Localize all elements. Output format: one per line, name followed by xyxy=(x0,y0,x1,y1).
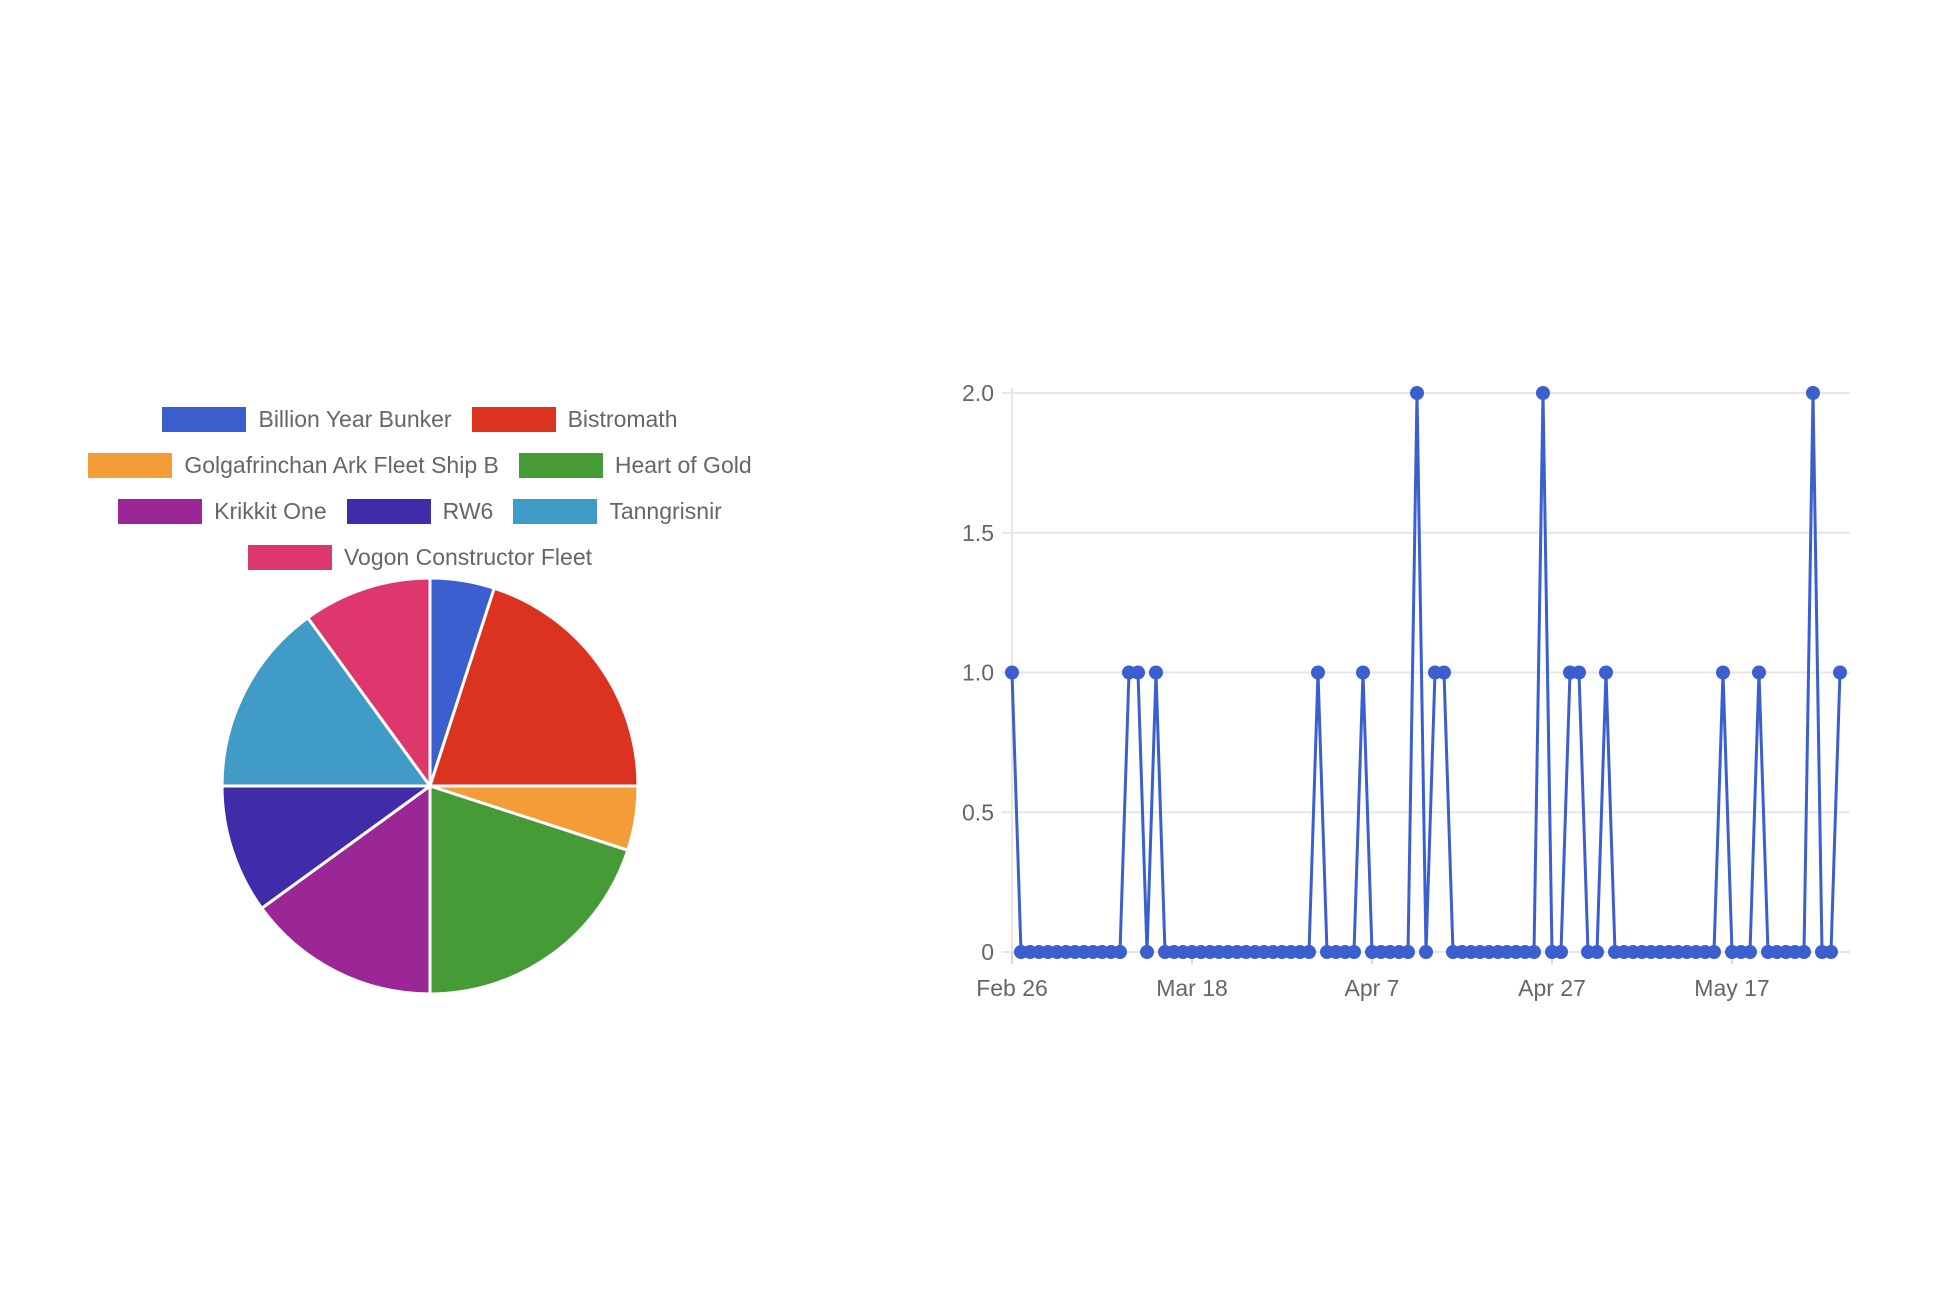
data-point[interactable] xyxy=(1707,945,1721,959)
x-tick-label: Apr 27 xyxy=(1518,975,1586,1001)
legend-swatch xyxy=(471,406,556,432)
legend-item-krikkit-one[interactable]: Krikkit One xyxy=(118,497,327,525)
legend-swatch xyxy=(247,544,332,570)
x-tick-label: Feb 26 xyxy=(976,975,1048,1001)
legend-label: Bistromath xyxy=(567,405,678,432)
legend-label: Billion Year Bunker xyxy=(258,405,452,432)
line-chart: 0 0.5 1.0 1.5 2.0 Feb 26 Mar 18 Apr 7 Apr 27 May … xyxy=(962,380,1850,1001)
y-tick-label: 1.5 xyxy=(962,520,994,546)
y-tick-label: 1.0 xyxy=(962,660,994,686)
data-point[interactable] xyxy=(1590,945,1604,959)
data-point[interactable] xyxy=(1716,665,1730,680)
data-point[interactable] xyxy=(1806,386,1820,400)
legend-item-vogon-constructor-fleet[interactable]: Vogon Constructor Fleet xyxy=(247,543,593,571)
data-point[interactable] xyxy=(1356,665,1370,680)
y-tick-label: 0 xyxy=(981,939,994,965)
data-point[interactable] xyxy=(1005,665,1019,680)
data-point[interactable] xyxy=(1797,945,1811,959)
y-tick-label: 0.5 xyxy=(962,799,994,825)
data-point[interactable] xyxy=(1401,945,1415,959)
x-tick-label: May 17 xyxy=(1694,975,1769,1001)
data-point[interactable] xyxy=(1572,665,1586,680)
legend-label: Tanngrisnir xyxy=(609,497,722,524)
pie-chart-panel: Billion Year Bunker Bistromath Golgafrinch… xyxy=(40,370,800,1020)
data-point[interactable] xyxy=(1752,665,1766,680)
pie-slice-tanngrisnir[interactable] xyxy=(220,615,433,788)
y-tick-label: 2.0 xyxy=(962,380,994,406)
legend-swatch xyxy=(118,498,203,524)
x-tick-label: Mar 18 xyxy=(1156,975,1228,1001)
legend-row: Krikkit One RW6 Tanngrisnir xyxy=(40,488,800,534)
pie-slice-rw6[interactable] xyxy=(220,784,435,911)
legend-row: Billion Year Bunker Bistromath xyxy=(40,396,800,442)
pie-chart xyxy=(220,576,640,996)
data-point[interactable] xyxy=(1113,945,1127,959)
legend-item-golgafrinchan-ark-fleet-ship-b[interactable]: Golgafrinchan Ark Fleet Ship B xyxy=(88,452,499,479)
data-point[interactable] xyxy=(1347,945,1361,959)
data-point[interactable] xyxy=(1824,945,1838,959)
legend-label: Golgafrinchan Ark Fleet Ship B xyxy=(184,451,499,478)
legend-item-heart-of-gold[interactable]: Heart of Gold xyxy=(518,451,752,479)
legend-item-bistromath[interactable]: Bistromath xyxy=(471,405,678,433)
data-point[interactable] xyxy=(1833,665,1847,680)
legend-swatch xyxy=(88,452,173,478)
legend-item-rw6[interactable]: RW6 xyxy=(346,497,494,525)
legend-swatch xyxy=(518,452,603,478)
data-point[interactable] xyxy=(1554,945,1568,959)
data-point[interactable] xyxy=(1536,386,1550,400)
line-chart-panel: 0 0.5 1.0 1.5 2.0 Feb 26 Mar 18 Apr 7 Apr 27 May … xyxy=(930,340,1860,1020)
legend-item-billion-year-bunker[interactable]: Billion Year Bunker xyxy=(162,405,452,433)
data-point[interactable] xyxy=(1419,945,1433,959)
x-tick-label: Apr 7 xyxy=(1345,975,1400,1001)
data-point[interactable] xyxy=(1311,665,1325,680)
legend-label: RW6 xyxy=(442,497,494,524)
legend-row: Vogon Constructor Fleet xyxy=(40,534,800,580)
legend-label: Vogon Constructor Fleet xyxy=(343,543,593,570)
pie-slice-vogon-constructor-fleet[interactable] xyxy=(305,576,432,791)
legend-swatch xyxy=(513,498,598,524)
data-point[interactable] xyxy=(1527,945,1541,959)
legend-row: Golgafrinchan Ark Fleet Ship B Heart of G… xyxy=(40,442,800,488)
data-point[interactable] xyxy=(1437,665,1451,680)
legend-label: Krikkit One xyxy=(214,497,327,524)
data-point[interactable] xyxy=(1302,945,1316,959)
data-point[interactable] xyxy=(1149,665,1163,680)
legend-swatch xyxy=(346,498,431,524)
data-point[interactable] xyxy=(1599,665,1613,680)
pie-slice-krikkit-one[interactable] xyxy=(259,783,432,996)
legend-label: Heart of Gold xyxy=(614,451,752,478)
data-point[interactable] xyxy=(1743,945,1757,959)
legend-item-tanngrisnir[interactable]: Tanngrisnir xyxy=(513,498,722,525)
data-point[interactable] xyxy=(1140,945,1154,959)
pie-legend: Billion Year Bunker Bistromath Golgafrinch… xyxy=(40,396,800,580)
data-point[interactable] xyxy=(1131,665,1145,680)
data-point[interactable] xyxy=(1410,386,1424,400)
pie-slice-bistromath[interactable] xyxy=(427,586,640,788)
legend-swatch xyxy=(162,406,247,432)
pie-slice-heart-of-gold[interactable] xyxy=(428,783,630,996)
